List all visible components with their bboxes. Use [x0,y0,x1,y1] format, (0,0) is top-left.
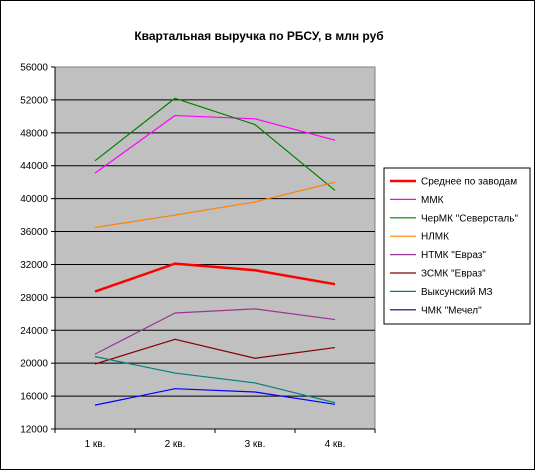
legend-label: ЧМК "Мечел" [421,305,482,316]
y-tick-label: 32000 [20,260,48,271]
series-line [94,181,336,229]
grid-lines [55,99,375,397]
y-tick-label: 28000 [20,293,48,304]
x-tick-label: 2 кв. [165,439,186,450]
plot-area [54,66,376,430]
y-tick-label: 36000 [20,227,48,238]
series-line [94,338,336,365]
legend-label: Выксунский МЗ [421,287,493,298]
legend-label: НТМК "Евраз" [421,250,486,261]
y-tick-label: 44000 [20,161,48,172]
legend-box [383,167,531,325]
y-tick-label: 16000 [20,392,48,403]
legend-label: ММК [421,195,444,206]
series-line [94,356,336,404]
x-tick-label: 1 кв. [85,439,106,450]
y-tick-label: 40000 [20,194,48,205]
y-tick-label: 24000 [20,326,48,337]
y-tick-label: 48000 [20,128,48,139]
axes: 12000 16000 20000 24000 28000 32000 36000 40000… [20,63,376,450]
legend-label: НЛМК [421,232,449,243]
series-lines [94,97,336,406]
legend-label: Среднее по заводам [421,177,517,188]
x-tick-label: 3 кв. [245,439,266,450]
series-line [94,262,336,293]
series-line [94,97,336,191]
series-line [94,388,336,406]
legend: Среднее по заводам ММК ЧерМК "Северсталь" Н… [383,167,531,325]
legend-label: ЧерМК "Северсталь" [421,213,518,224]
series-line [94,308,336,355]
legend-label: ЗСМК "Евраз" [421,269,486,280]
y-tick-label: 20000 [20,359,48,370]
chart-title: Квартальная выручка по РБСУ, в млн руб [134,29,383,43]
y-tick-label: 52000 [20,95,48,106]
y-tick-label: 12000 [20,425,48,436]
series-line [94,114,336,174]
x-tick-label: 4 кв. [325,439,346,450]
y-tick-label: 56000 [20,63,48,74]
